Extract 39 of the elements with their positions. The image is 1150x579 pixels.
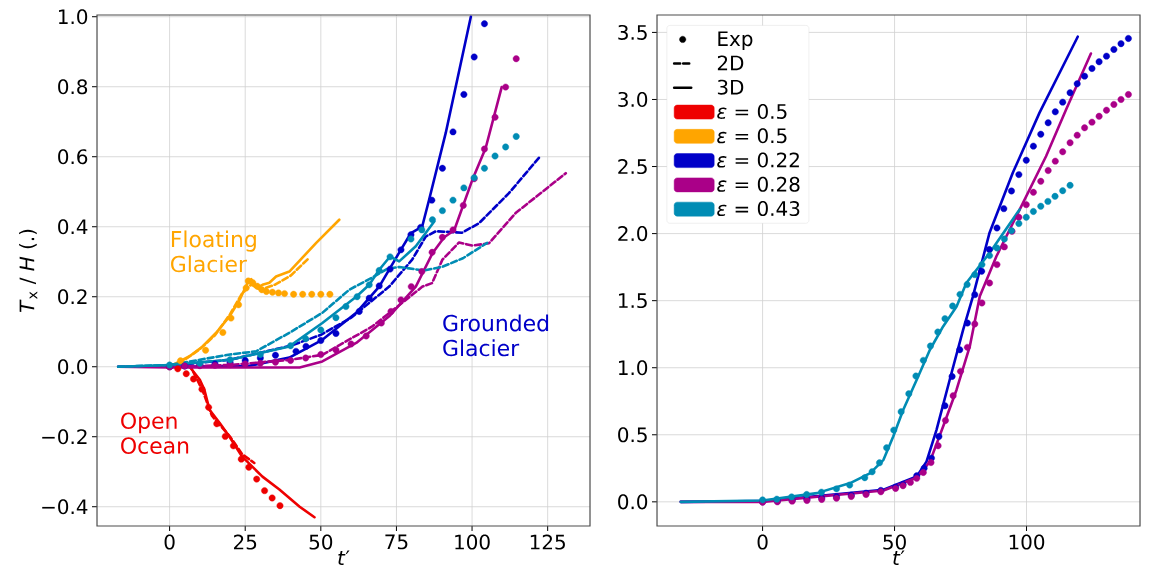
x-tick-label: 100 [1009, 534, 1045, 550]
annotation: Grounded Glacier [443, 314, 549, 357]
y-tick-label: 2.5 [618, 159, 647, 175]
y-tick-label: 0.0 [618, 494, 648, 510]
y-tick-label: 0.4 [58, 219, 88, 235]
y-tick-label: 0.6 [58, 149, 88, 165]
y-tick-label: 1.5 [618, 293, 647, 309]
y-axis-title: T$_{x}$ / H (.) [19, 229, 38, 313]
y-tick-label: 1.0 [618, 360, 648, 376]
y-tick-label: 3.5 [618, 24, 647, 40]
y-tick-label: 0.2 [58, 289, 87, 305]
x-tick-label: 50 [309, 534, 333, 550]
y-tick-label: 2.0 [618, 226, 648, 242]
annotation: Open Ocean [121, 412, 189, 454]
x-tick-label: 0 [164, 534, 175, 550]
x-tick-label: 25 [233, 534, 257, 550]
x-tick-label: 100 [455, 534, 490, 550]
y-tick-label: 0.8 [58, 79, 88, 95]
legend-label: ε = 0.43 [717, 201, 800, 217]
y-tick-label: −0.4 [42, 499, 88, 515]
x-tick-label: 75 [385, 534, 408, 550]
legend-label: ε = 0.22 [717, 152, 799, 168]
y-tick-label: −0.2 [42, 429, 87, 445]
legend-label: 2D [717, 55, 744, 71]
legend-label: ε = 0.28 [717, 176, 800, 192]
annotation: Floating Glacier [171, 230, 256, 273]
x-axis-title: t′ [893, 550, 905, 565]
x-tick-label: 50 [883, 534, 906, 550]
y-tick-label: 1.0 [58, 9, 88, 25]
x-tick-label: 0 [757, 534, 768, 550]
x-tick-label: 125 [530, 534, 565, 550]
legend-label: ε = 0.5 [717, 103, 787, 120]
legend-label: ε = 0.5 [717, 128, 787, 144]
y-tick-label: 0.0 [58, 359, 88, 375]
legend-label: 3D [717, 79, 744, 95]
legend-label: Exp [718, 31, 753, 51]
x-axis-title: t′ [338, 550, 350, 565]
y-tick-label: 3.0 [618, 91, 648, 108]
y-tick-label: 0.5 [618, 427, 647, 443]
